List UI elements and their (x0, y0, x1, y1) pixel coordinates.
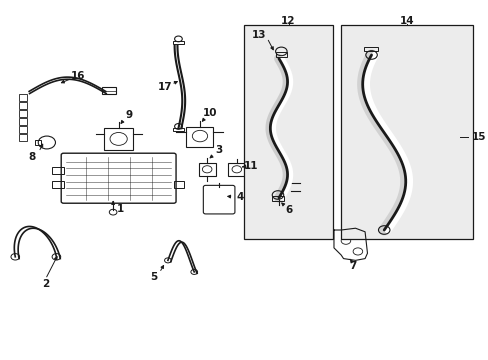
Text: 3: 3 (215, 145, 223, 156)
Bar (275, 52, 286, 57)
Text: 2: 2 (41, 279, 49, 289)
Text: 17: 17 (158, 82, 172, 92)
Text: 9: 9 (125, 110, 132, 120)
Bar (173, 181, 184, 188)
Bar (19, 94, 27, 102)
Bar (272, 196, 283, 201)
Text: 6: 6 (285, 205, 292, 215)
Bar (102, 87, 116, 94)
Bar (228, 163, 245, 176)
Bar (19, 110, 27, 117)
Text: 11: 11 (244, 161, 258, 171)
Bar (104, 128, 133, 150)
Bar (52, 181, 63, 188)
Text: 1: 1 (117, 204, 123, 214)
Bar (244, 24, 332, 239)
Text: 4: 4 (236, 192, 244, 202)
Text: 8: 8 (29, 152, 36, 162)
Bar (363, 47, 378, 51)
Text: 13: 13 (251, 30, 265, 40)
Bar (172, 41, 184, 44)
Bar (172, 128, 184, 131)
Bar (19, 126, 27, 133)
Text: 10: 10 (203, 108, 217, 118)
Bar (262, 181, 290, 199)
Text: 12: 12 (281, 16, 295, 26)
Text: 15: 15 (470, 132, 485, 142)
Bar (198, 163, 215, 176)
Bar (52, 167, 63, 174)
Bar (19, 134, 27, 141)
Bar (35, 140, 41, 145)
Text: 16: 16 (71, 71, 85, 81)
Text: 5: 5 (150, 272, 157, 282)
Text: 7: 7 (349, 261, 356, 271)
Bar (19, 102, 27, 109)
Bar (341, 24, 472, 239)
Bar (19, 118, 27, 125)
Bar (185, 127, 213, 147)
Text: 14: 14 (399, 16, 414, 26)
